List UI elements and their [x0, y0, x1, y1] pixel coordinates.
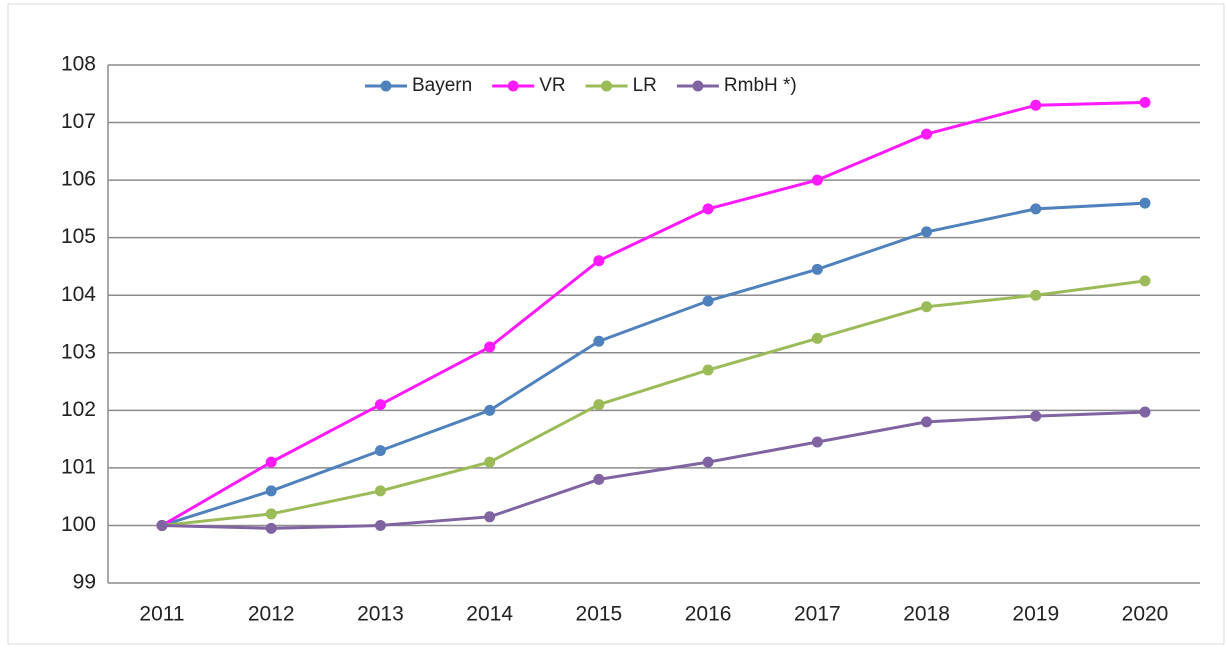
data-point: [702, 295, 714, 307]
x-tick-label: 2018: [903, 603, 950, 626]
series-line: [161, 201, 1146, 527]
data-point: [484, 341, 496, 353]
x-tick-label: 2015: [576, 603, 623, 626]
data-point: [811, 332, 823, 344]
data-point: [265, 508, 277, 520]
x-tick-label: 2011: [139, 603, 184, 626]
data-point: [921, 416, 933, 428]
x-tick-label: 2013: [357, 603, 404, 626]
chart-frame: [7, 3, 1225, 645]
data-point: [1139, 96, 1151, 108]
data-point: [374, 399, 386, 411]
data-point: [1030, 203, 1042, 215]
data-point: [811, 436, 823, 448]
data-point: [593, 255, 605, 267]
y-tick-label: 99: [73, 571, 96, 594]
y-tick-label: 104: [61, 283, 96, 306]
data-point: [1030, 410, 1042, 422]
data-point: [702, 364, 714, 376]
y-tick-label: 103: [61, 340, 96, 363]
legend-marker: [601, 80, 613, 92]
y-tick-label: 106: [61, 168, 96, 191]
legend-label: Bayern: [412, 75, 472, 96]
data-point: [1139, 406, 1151, 418]
data-point: [593, 335, 605, 347]
data-point: [1030, 289, 1042, 301]
x-tick-label: 2016: [685, 603, 732, 626]
y-tick-label: 105: [61, 225, 96, 248]
legend-marker: [507, 80, 519, 92]
data-point: [1030, 99, 1042, 111]
y-tick-label: 100: [61, 513, 96, 536]
data-point: [921, 128, 933, 140]
data-point: [593, 473, 605, 485]
legend-label: VR: [539, 75, 565, 96]
legend: Bayern VR LR RmbH *): [365, 75, 797, 96]
x-tick-label: 2014: [466, 603, 513, 626]
y-tick-label: 102: [61, 398, 96, 421]
series-line: [161, 100, 1146, 527]
data-point: [484, 404, 496, 416]
data-point: [921, 226, 933, 238]
data-point: [811, 174, 823, 186]
x-tick-label: 2012: [248, 603, 295, 626]
y-tick-label: 101: [61, 455, 96, 478]
x-tick-label: 2019: [1012, 603, 1059, 626]
legend-marker: [380, 80, 392, 92]
data-point: [484, 511, 496, 523]
data-point: [811, 263, 823, 275]
legend-label: LR: [633, 75, 657, 96]
series-line: [161, 410, 1146, 530]
data-point: [374, 519, 386, 531]
x-tick-label: 2020: [1122, 603, 1169, 626]
data-point: [265, 456, 277, 468]
legend-label: RmbH *): [724, 75, 797, 96]
y-tick-label: 107: [61, 110, 96, 133]
series-line: [161, 279, 1146, 527]
data-point: [374, 445, 386, 457]
data-point: [1139, 197, 1151, 209]
data-point: [265, 522, 277, 534]
data-point: [374, 485, 386, 497]
data-point: [593, 399, 605, 411]
y-tick-label: 108: [61, 53, 96, 76]
legend-marker: [692, 80, 704, 92]
data-point: [921, 301, 933, 313]
data-point: [156, 519, 168, 531]
data-point: [265, 485, 277, 497]
data-point: [702, 456, 714, 468]
data-point: [702, 203, 714, 215]
data-point: [484, 456, 496, 468]
x-tick-label: 2017: [794, 603, 841, 626]
data-point: [1139, 275, 1151, 287]
